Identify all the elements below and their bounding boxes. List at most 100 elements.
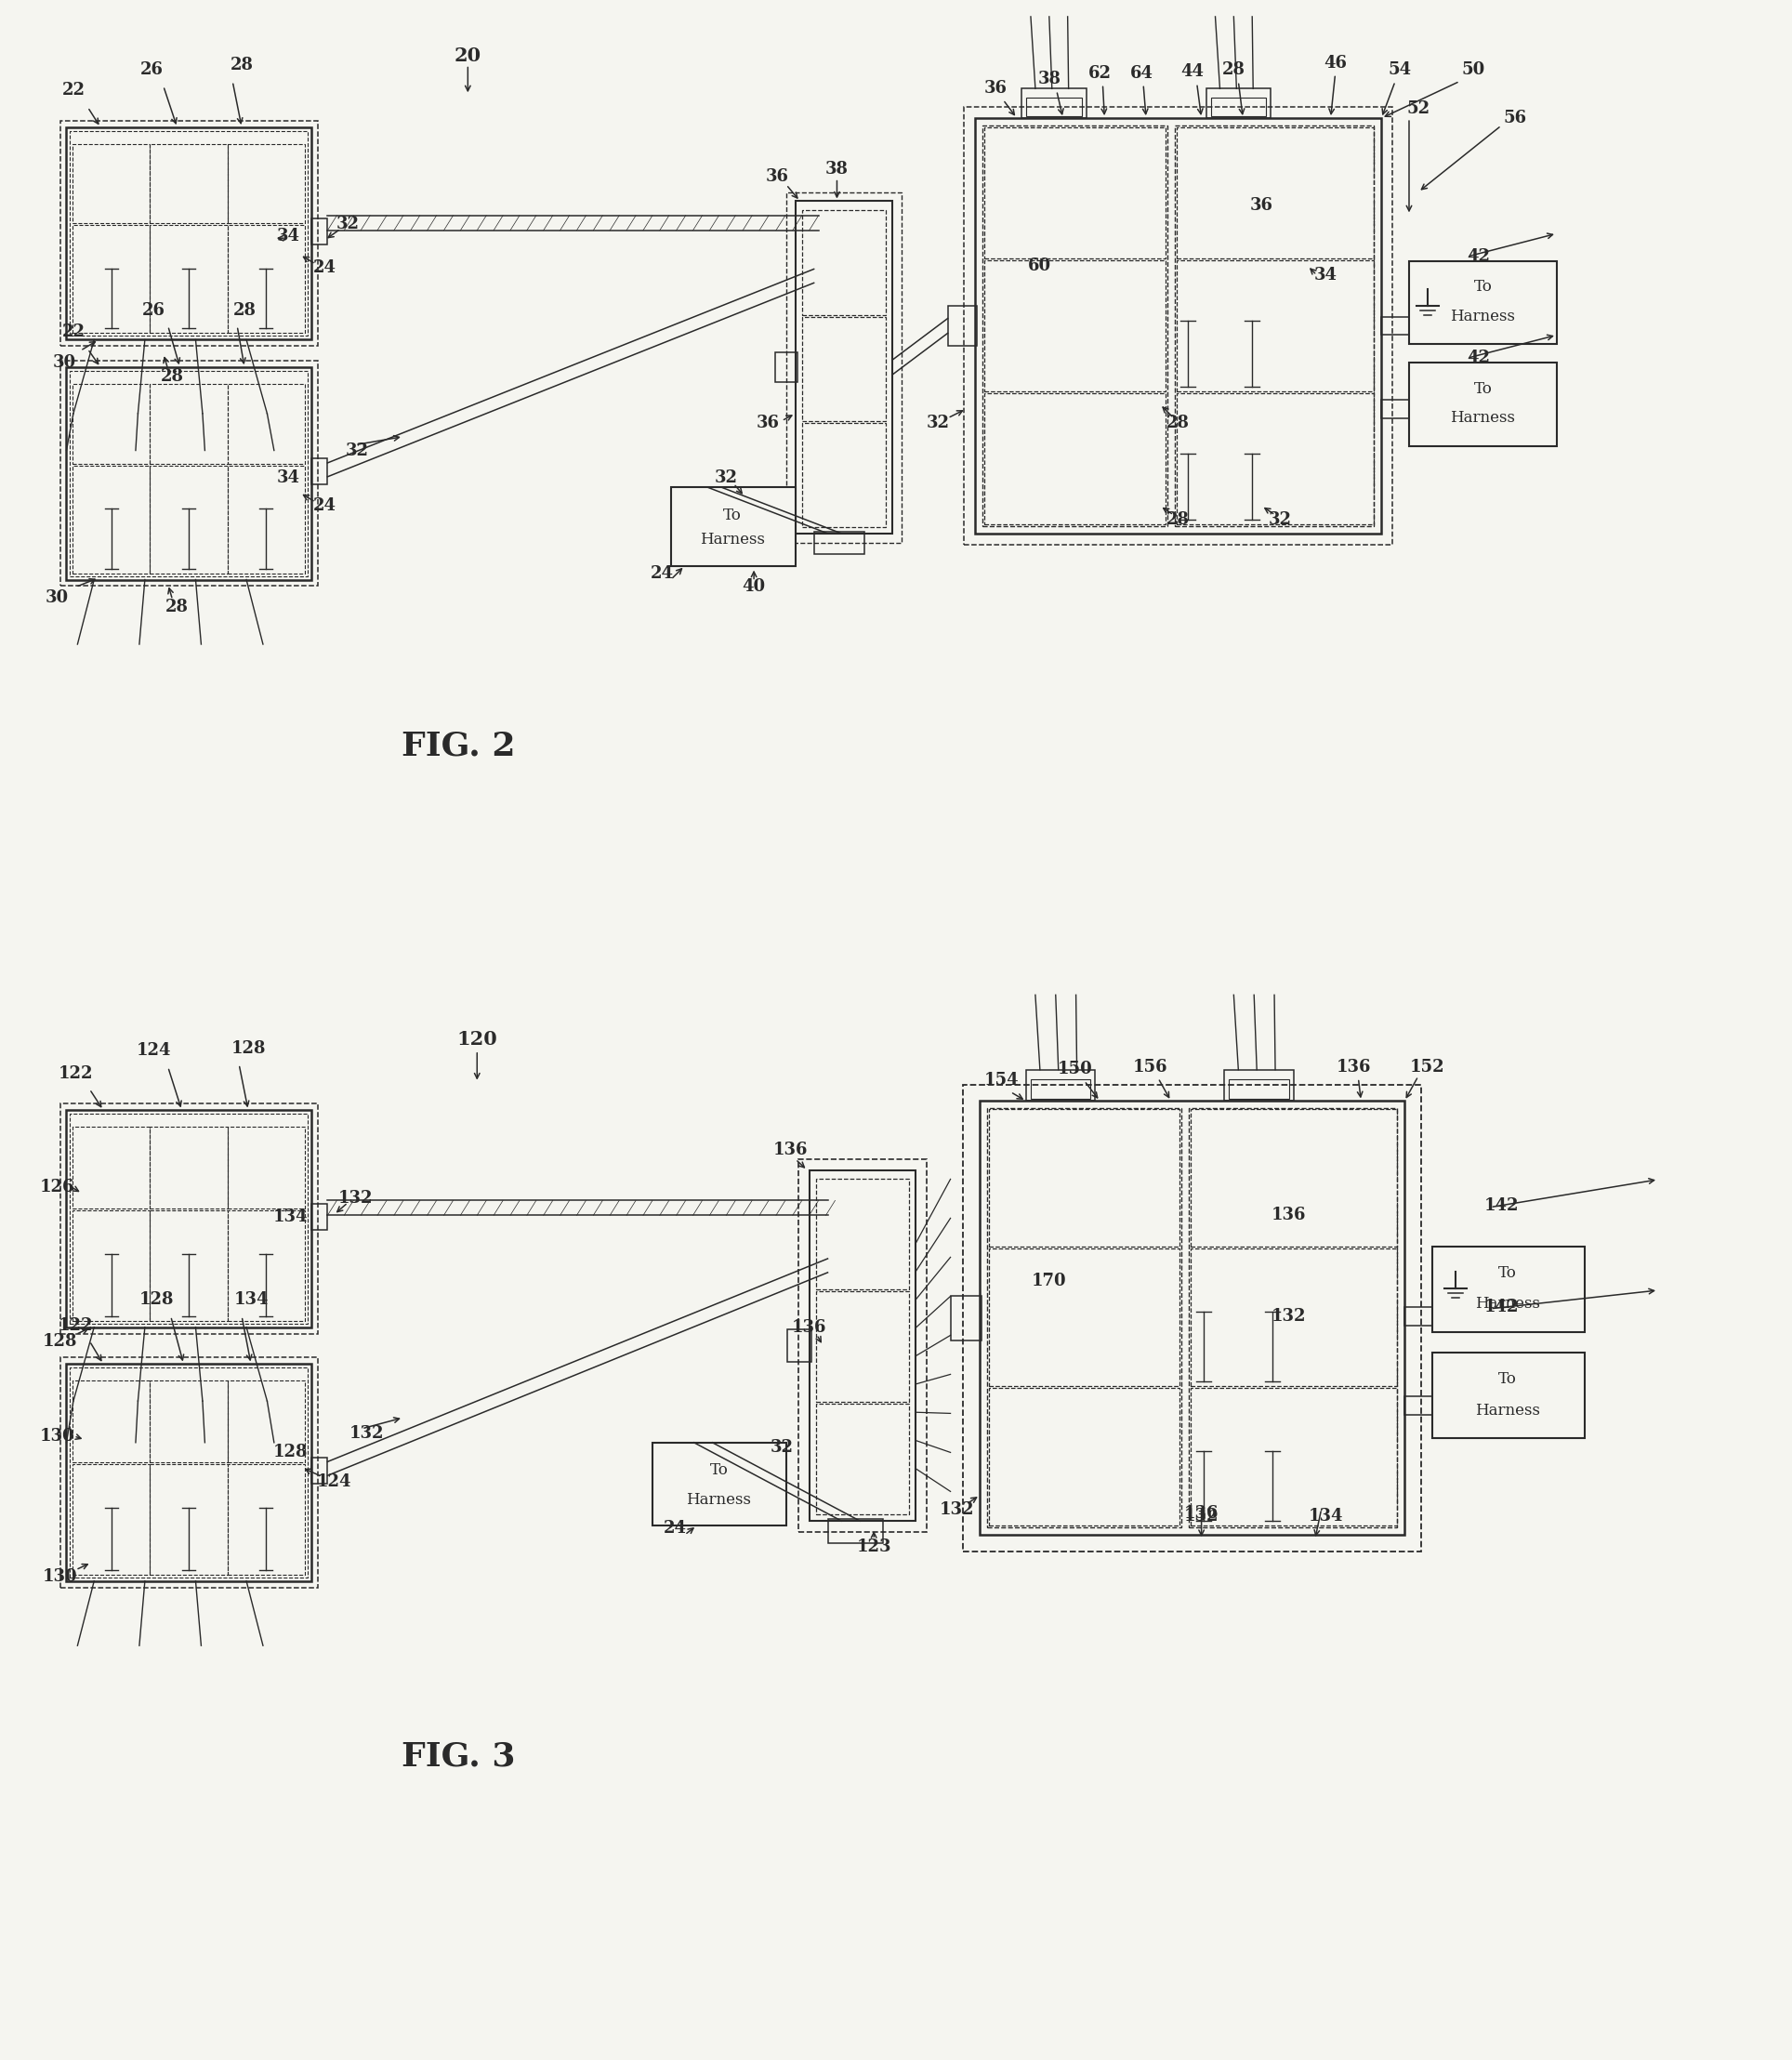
Bar <box>948 305 977 346</box>
Bar <box>989 1110 1179 1246</box>
Text: 38: 38 <box>1038 70 1061 89</box>
Bar <box>73 466 151 573</box>
Bar <box>1211 99 1265 115</box>
Bar <box>73 144 151 225</box>
Text: 34: 34 <box>276 470 299 486</box>
Text: 154: 154 <box>984 1071 1018 1088</box>
Text: 28: 28 <box>233 301 256 319</box>
Bar <box>312 457 328 484</box>
Text: 20: 20 <box>455 45 482 64</box>
Text: 28: 28 <box>1222 62 1245 78</box>
Text: 54: 54 <box>1389 62 1412 78</box>
Bar <box>670 488 796 567</box>
Text: 36: 36 <box>1249 198 1272 214</box>
Bar <box>73 1211 151 1320</box>
Text: 34: 34 <box>1314 266 1337 284</box>
Bar <box>987 1108 1181 1526</box>
Bar <box>980 1100 1405 1535</box>
Text: To: To <box>1473 280 1493 295</box>
Bar <box>975 117 1382 534</box>
Bar <box>228 1127 305 1209</box>
Text: 40: 40 <box>742 579 765 595</box>
Bar <box>1224 1069 1294 1100</box>
Bar <box>828 1518 883 1543</box>
Bar <box>1409 262 1557 344</box>
Bar <box>796 202 892 534</box>
Text: 26: 26 <box>140 62 163 78</box>
Text: 44: 44 <box>1181 64 1204 80</box>
Text: To: To <box>1473 381 1493 396</box>
Text: 28: 28 <box>229 56 253 72</box>
Bar <box>1030 1079 1091 1100</box>
Bar <box>1405 1306 1432 1325</box>
Bar <box>73 383 151 464</box>
Text: 32: 32 <box>1269 511 1292 527</box>
Bar <box>787 1329 812 1362</box>
Bar <box>1432 1246 1584 1333</box>
Bar <box>312 218 328 245</box>
Text: 132: 132 <box>939 1502 975 1518</box>
Text: 36: 36 <box>984 80 1007 97</box>
Bar <box>228 225 305 334</box>
Bar <box>66 128 312 340</box>
Text: 170: 170 <box>1032 1273 1066 1290</box>
Bar <box>228 144 305 225</box>
Bar <box>815 1292 909 1403</box>
Text: 136: 136 <box>1185 1506 1219 1522</box>
Text: 26: 26 <box>143 301 165 319</box>
Bar <box>1177 128 1374 258</box>
Bar <box>151 225 228 334</box>
Text: 142: 142 <box>1484 1298 1520 1314</box>
Bar <box>151 1380 228 1463</box>
Text: 52: 52 <box>1407 101 1430 117</box>
Bar <box>1229 1079 1288 1100</box>
Bar <box>984 393 1165 523</box>
Text: 130: 130 <box>39 1428 75 1444</box>
Text: 136: 136 <box>792 1318 826 1335</box>
Text: 132: 132 <box>1272 1308 1306 1325</box>
Bar <box>801 210 885 315</box>
Bar <box>982 126 1167 525</box>
Text: 24: 24 <box>650 564 674 581</box>
Text: 32: 32 <box>771 1438 794 1456</box>
Text: 36: 36 <box>765 169 788 185</box>
Text: 22: 22 <box>63 82 86 99</box>
Text: 28: 28 <box>1167 414 1190 431</box>
Text: 32: 32 <box>346 443 369 459</box>
Text: 136: 136 <box>1337 1059 1371 1075</box>
Bar <box>66 1364 312 1580</box>
Bar <box>964 1084 1421 1551</box>
Text: 123: 123 <box>857 1539 891 1555</box>
Bar <box>151 144 228 225</box>
Text: 32: 32 <box>926 414 950 431</box>
Text: 128: 128 <box>140 1292 174 1308</box>
Bar <box>70 1368 306 1578</box>
Text: FIG. 3: FIG. 3 <box>401 1741 516 1772</box>
Bar <box>814 531 864 554</box>
Text: 24: 24 <box>314 496 337 515</box>
Bar <box>70 1114 306 1323</box>
Text: FIG. 2: FIG. 2 <box>401 729 516 762</box>
Bar <box>1177 393 1374 523</box>
Text: 32: 32 <box>337 216 360 233</box>
Bar <box>1190 1248 1398 1386</box>
Text: Harness: Harness <box>1475 1296 1541 1312</box>
Bar <box>228 1380 305 1463</box>
Bar <box>228 1211 305 1320</box>
Text: 32: 32 <box>715 470 738 486</box>
Bar <box>1190 1110 1398 1246</box>
Bar <box>59 122 317 346</box>
Bar <box>73 1380 151 1463</box>
Text: 132: 132 <box>339 1189 373 1207</box>
Text: 152: 152 <box>1410 1059 1444 1075</box>
Bar <box>1027 99 1082 115</box>
Text: 156: 156 <box>1133 1059 1168 1075</box>
Text: 126: 126 <box>39 1178 75 1195</box>
Text: 30: 30 <box>54 354 77 371</box>
Bar <box>1409 363 1557 445</box>
Text: 62: 62 <box>1088 66 1111 82</box>
Bar <box>964 107 1392 544</box>
Bar <box>1176 126 1374 525</box>
Text: 136: 136 <box>774 1141 808 1158</box>
Bar <box>1177 260 1374 391</box>
